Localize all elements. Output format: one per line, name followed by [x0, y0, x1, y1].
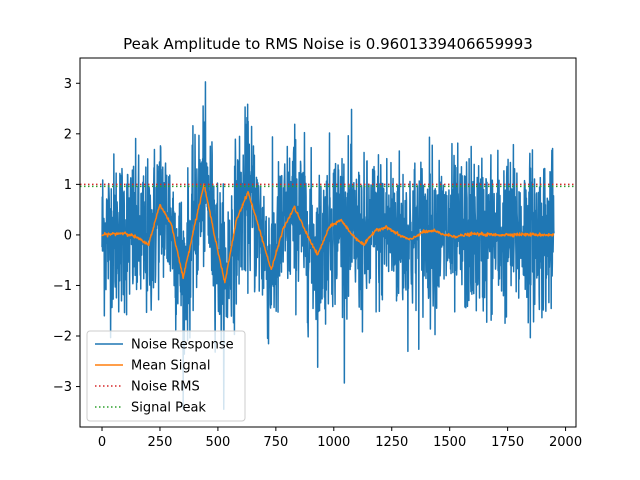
- y-tick-label: 1: [64, 178, 72, 193]
- noise-response-line: [101, 81, 555, 411]
- x-tick-label: 250: [148, 435, 173, 450]
- x-tick-label: 1000: [317, 435, 350, 450]
- x-tick-label: 2000: [549, 435, 582, 450]
- y-tick-label: −2: [53, 330, 72, 345]
- legend-label: Noise Response: [131, 338, 234, 353]
- legend-label: Signal Peak: [131, 401, 206, 416]
- x-tick-label: 1500: [433, 435, 466, 450]
- y-tick-label: −1: [53, 279, 72, 294]
- legend-label: Mean Signal: [131, 359, 211, 374]
- y-tick-label: 3: [64, 77, 72, 92]
- legend: Noise Response Mean Signal Noise RMS Signal…: [86, 330, 246, 422]
- plot-frame: [79, 57, 577, 428]
- y-tick-label: 0: [64, 228, 72, 243]
- y-tick-label: 2: [64, 127, 72, 142]
- x-tick-label: 1750: [491, 435, 524, 450]
- x-tick-label: 0: [98, 435, 106, 450]
- chart-title: Peak Amplitude to RMS Noise is 0.9601339…: [123, 35, 533, 53]
- mean-signal-line: [101, 183, 555, 284]
- x-tick-label: 750: [263, 435, 288, 450]
- y-axis: −3 −2 −1 0 1 2 3: [53, 77, 80, 395]
- legend-box: [86, 330, 246, 422]
- y-tick-label: −3: [53, 380, 72, 395]
- legend-label: Noise RMS: [131, 380, 200, 395]
- x-tick-label: 500: [205, 435, 230, 450]
- x-axis: 0 250 500 750 1000 1250 1500 1750 2000: [98, 427, 582, 450]
- x-tick-label: 1250: [375, 435, 408, 450]
